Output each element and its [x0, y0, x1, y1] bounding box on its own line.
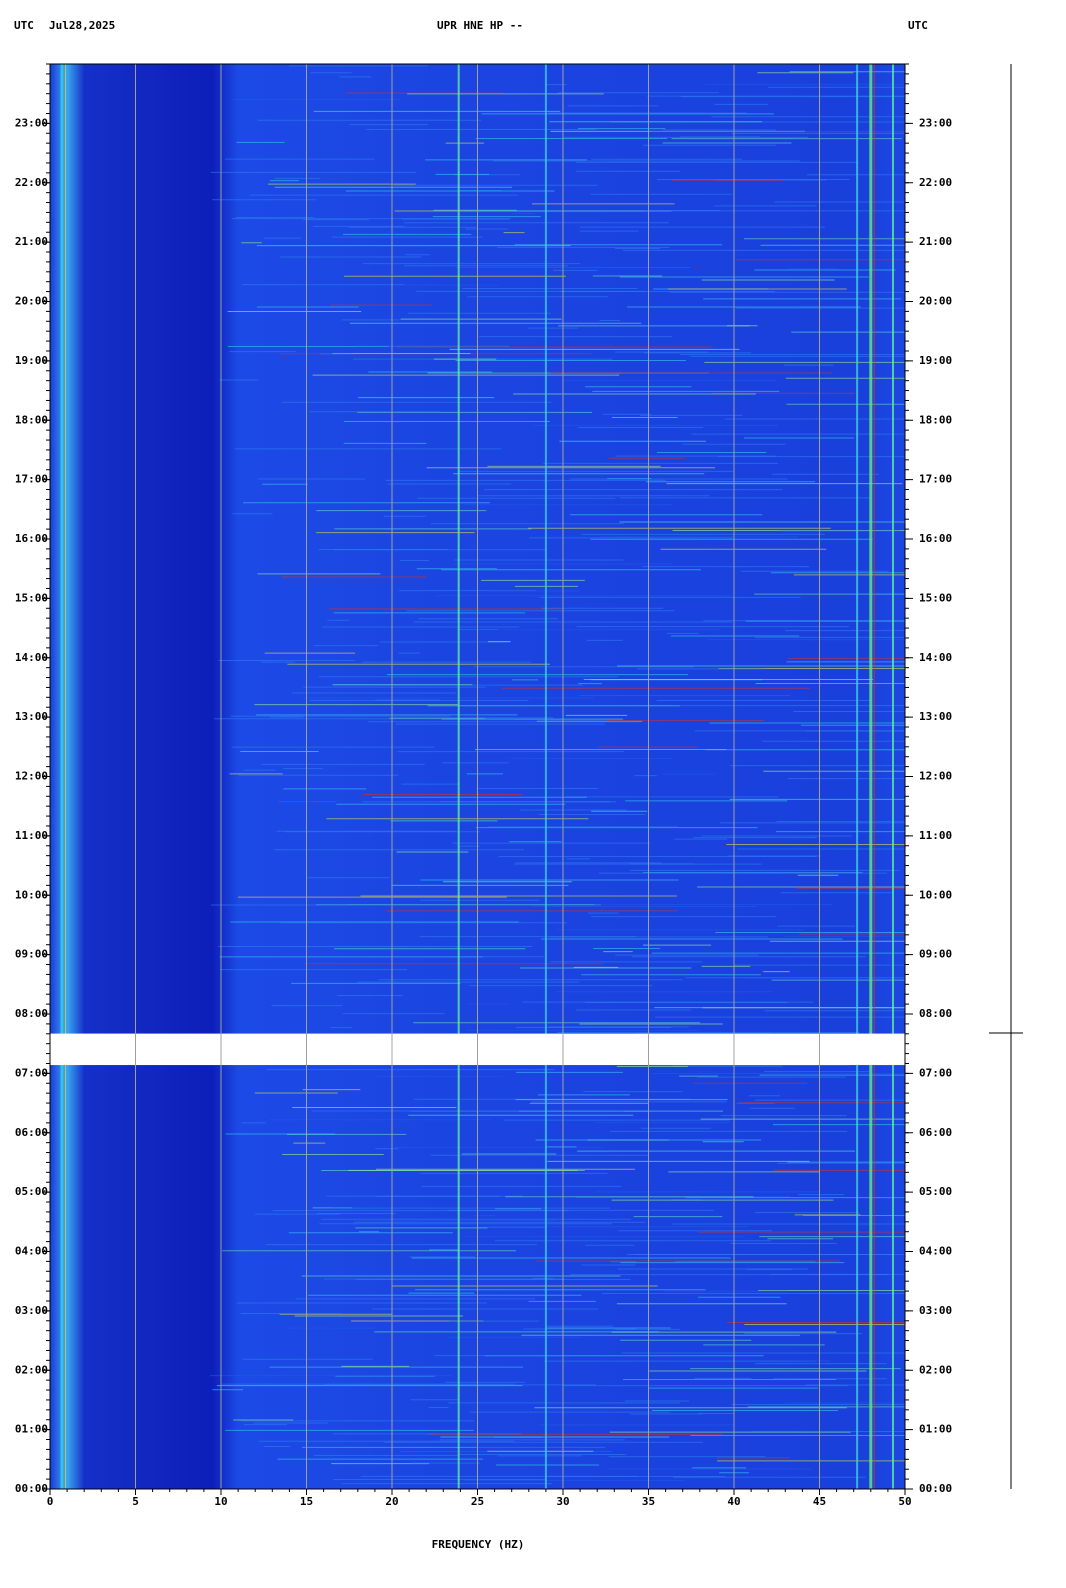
y-tick-label: 21:00: [919, 235, 952, 248]
x-tick-label: 15: [300, 1495, 313, 1508]
chart-title: UPR HNE HP --: [437, 19, 523, 32]
x-tick-label: 35: [642, 1495, 655, 1508]
y-tick-label: 06:00: [919, 1126, 952, 1139]
y-tick-label: 13:00: [919, 710, 952, 723]
y-tick-label: 16:00: [919, 532, 952, 545]
y-tick-label: 14:00: [15, 651, 48, 664]
x-tick-label: 10: [214, 1495, 227, 1508]
y-tick-label: 17:00: [919, 473, 952, 486]
y-tick-label: 02:00: [15, 1363, 48, 1376]
plot-frame: [49, 63, 906, 1490]
y-tick-label: 08:00: [919, 1007, 952, 1020]
y-tick-label: 15:00: [919, 591, 952, 604]
y-tick-label: 18:00: [15, 413, 48, 426]
y-tick-label: 20:00: [919, 295, 952, 308]
y-tick-label: 20:00: [15, 295, 48, 308]
y-tick-label: 09:00: [919, 948, 952, 961]
x-tick-label: 30: [556, 1495, 569, 1508]
y-tick-label: 19:00: [919, 354, 952, 367]
y-tick-label: 00:00: [15, 1482, 48, 1495]
y-tick-label: 01:00: [15, 1423, 48, 1436]
y-tick-label: 23:00: [15, 116, 48, 129]
x-tick-label: 50: [898, 1495, 911, 1508]
y-tick-label: 10:00: [919, 888, 952, 901]
y-tick-label: 16:00: [15, 532, 48, 545]
x-tick-label: 40: [727, 1495, 740, 1508]
x-tick-label: 20: [385, 1495, 398, 1508]
y-tick-label: 08:00: [15, 1007, 48, 1020]
y-tick-label: 05:00: [919, 1185, 952, 1198]
y-tick-label: 02:00: [919, 1363, 952, 1376]
y-tick-label: 09:00: [15, 948, 48, 961]
y-tick-label: 04:00: [919, 1245, 952, 1258]
y-tick-label: 07:00: [15, 1066, 48, 1079]
time-zone-left: UTC: [14, 19, 34, 32]
y-tick-label: 13:00: [15, 710, 48, 723]
y-tick-label: 12:00: [15, 770, 48, 783]
x-tick-label: 45: [813, 1495, 826, 1508]
spectrogram-texture: [60, 63, 905, 1489]
y-tick-label: 18:00: [919, 413, 952, 426]
y-tick-label: 11:00: [919, 829, 952, 842]
y-tick-label: 03:00: [15, 1304, 48, 1317]
y-tick-label: 06:00: [15, 1126, 48, 1139]
time-zone-right: UTC: [908, 19, 928, 32]
x-tick-label: 0: [47, 1495, 54, 1508]
y-tick-label: 12:00: [919, 770, 952, 783]
y-tick-label: 15:00: [15, 591, 48, 604]
y-tick-label: 10:00: [15, 888, 48, 901]
x-tick-label: 5: [132, 1495, 139, 1508]
y-tick-label: 17:00: [15, 473, 48, 486]
y-tick-label: 04:00: [15, 1245, 48, 1258]
x-tick-label: 25: [471, 1495, 484, 1508]
y-tick-label: 14:00: [919, 651, 952, 664]
y-tick-label: 05:00: [15, 1185, 48, 1198]
y-tick-label: 07:00: [919, 1066, 952, 1079]
y-tick-label: 00:00: [919, 1482, 952, 1495]
y-tick-label: 19:00: [15, 354, 48, 367]
y-tick-label: 03:00: [919, 1304, 952, 1317]
x-axis-label: FREQUENCY (HZ): [432, 1538, 525, 1551]
date: Jul28,2025: [49, 19, 115, 32]
y-tick-label: 21:00: [15, 235, 48, 248]
y-tick-label: 22:00: [919, 176, 952, 189]
y-tick-label: 01:00: [919, 1423, 952, 1436]
y-tick-label: 22:00: [15, 176, 48, 189]
y-tick-label: 11:00: [15, 829, 48, 842]
y-tick-label: 23:00: [919, 116, 952, 129]
